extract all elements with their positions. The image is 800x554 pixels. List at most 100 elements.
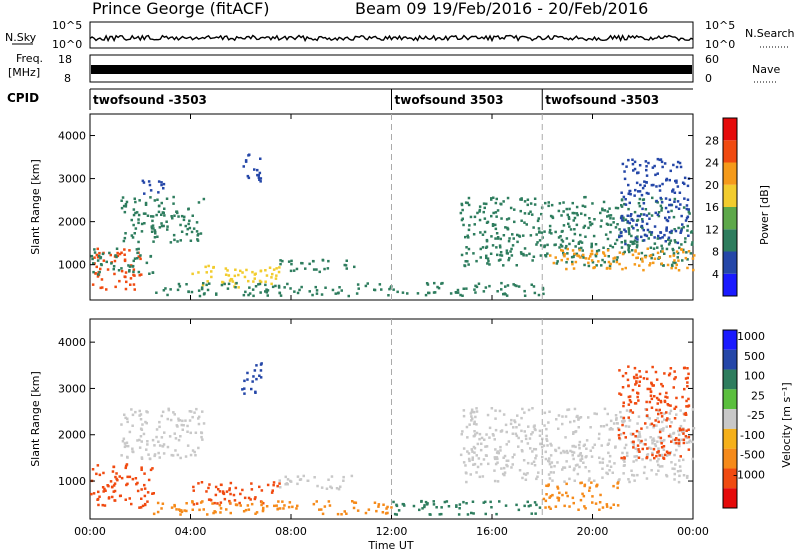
data-cell: [433, 281, 436, 285]
data-cell: [478, 205, 482, 208]
data-cell: [549, 454, 553, 457]
data-cell: [545, 484, 548, 487]
data-cell: [657, 469, 660, 472]
data-cell: [670, 461, 673, 464]
data-cell: [674, 261, 677, 265]
data-cell: [185, 283, 188, 286]
data-cell: [321, 512, 325, 516]
data-cell: [568, 225, 571, 228]
data-cell: [223, 282, 226, 286]
data-cell: [605, 267, 609, 270]
data-cell: [621, 386, 625, 389]
data-cell: [641, 458, 644, 461]
data-cell: [277, 286, 281, 289]
data-cell: [663, 252, 666, 255]
data-cell: [478, 437, 481, 441]
data-cell: [197, 201, 201, 204]
data-cell: [156, 510, 160, 514]
data-cell: [644, 208, 648, 211]
data-cell: [629, 193, 632, 196]
data-cell: [151, 215, 155, 218]
data-cell: [146, 500, 149, 503]
data-cell: [100, 278, 104, 281]
data-cell: [548, 477, 552, 480]
data-cell: [123, 413, 126, 416]
data-cell: [656, 172, 659, 175]
data-cell: [635, 455, 638, 458]
data-cell: [470, 408, 474, 411]
data-cell: [483, 206, 486, 210]
data-cell: [520, 219, 523, 222]
data-cell: [484, 454, 488, 457]
data-cell: [474, 291, 477, 294]
colorbar-tick-label: 100: [744, 370, 765, 383]
data-cell: [491, 223, 495, 226]
data-cell: [124, 271, 128, 274]
data-cell: [406, 292, 409, 295]
data-cell: [640, 235, 643, 239]
data-cell: [140, 497, 143, 500]
data-cell: [556, 260, 559, 263]
data-cell: [485, 221, 489, 224]
data-cell: [489, 252, 493, 255]
data-cell: [641, 207, 644, 211]
data-cell: [505, 218, 509, 221]
data-cell: [169, 241, 173, 244]
data-cell: [476, 211, 479, 215]
data-cell: [638, 431, 641, 434]
data-cell: [143, 472, 146, 475]
data-cell: [628, 189, 632, 193]
data-cell: [113, 259, 117, 263]
data-cell: [683, 419, 686, 422]
data-cell: [247, 279, 250, 283]
data-cell: [127, 264, 130, 267]
data-cell: [152, 492, 155, 495]
data-cell: [667, 434, 671, 438]
data-cell: [315, 292, 319, 295]
data-cell: [579, 233, 582, 237]
data-cell: [683, 176, 687, 180]
data-cell: [571, 454, 574, 457]
data-cell: [617, 428, 621, 432]
data-cell: [98, 251, 101, 255]
data-cell: [192, 485, 195, 489]
data-cell: [143, 494, 147, 498]
freq-tick-top: 18: [58, 53, 72, 66]
data-cell: [138, 506, 141, 509]
data-cell: [669, 404, 672, 407]
data-cell: [631, 242, 634, 246]
data-cell: [124, 205, 128, 208]
data-cell: [560, 245, 564, 248]
data-cell: [300, 261, 303, 265]
data-cell: [185, 233, 189, 236]
data-cell: [669, 367, 673, 370]
data-cell: [447, 505, 451, 508]
data-cell: [568, 505, 571, 508]
data-cell: [111, 495, 114, 499]
data-cell: [255, 511, 259, 514]
data-cell: [659, 436, 663, 440]
data-cell: [647, 237, 650, 240]
data-cell: [124, 498, 127, 501]
data-cell: [134, 410, 137, 414]
data-cell: [579, 452, 582, 455]
data-cell: [621, 219, 624, 222]
data-cell: [312, 502, 316, 506]
data-cell: [229, 481, 233, 485]
data-cell: [587, 226, 590, 230]
data-cell: [293, 290, 296, 293]
data-cell: [633, 242, 636, 245]
data-cell: [637, 439, 640, 442]
data-cell: [177, 417, 180, 420]
data-cell: [92, 270, 95, 274]
data-cell: [677, 433, 681, 436]
nsearch-tick-top: 10^5: [705, 19, 735, 32]
data-cell: [624, 230, 627, 233]
data-cell: [591, 202, 594, 205]
data-cell: [465, 246, 468, 249]
data-cell: [423, 505, 426, 509]
data-cell: [323, 267, 326, 271]
data-cell: [472, 512, 475, 515]
data-cell: [476, 442, 480, 446]
data-cell: [649, 246, 653, 249]
